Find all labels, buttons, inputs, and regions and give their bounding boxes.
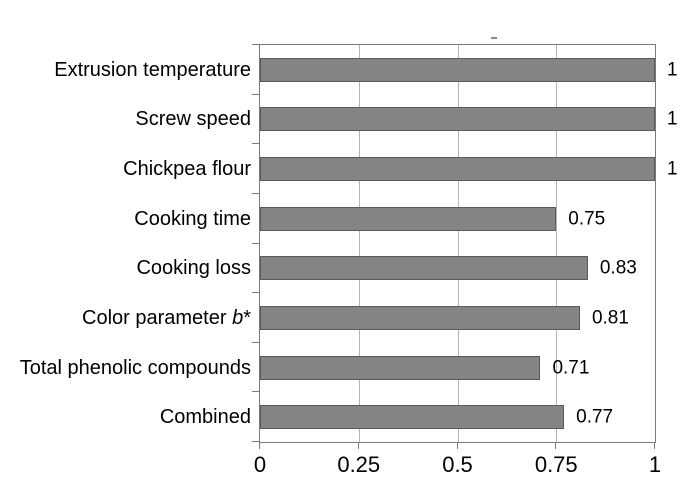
category-label-part: * (243, 306, 251, 329)
y-axis-tick (252, 391, 260, 393)
plot-area: Extrusion temperature 1 Screw speed 1 Chickp… (20, 44, 678, 476)
y-axis-tick (252, 242, 260, 244)
title-remnant-dash (491, 37, 497, 39)
vertical-gridline (457, 45, 459, 442)
bar-value-label: 0.75 (568, 208, 606, 230)
y-axis-tick (252, 44, 260, 45)
bar-row: Cooking loss 0.83 (136, 244, 655, 294)
category-label-part: Combined (159, 406, 251, 429)
x-axis-tick-label: 0 (253, 452, 267, 477)
bar-value-label: 0.81 (591, 307, 629, 329)
bar-row: Color parameter b* 0.81 (82, 293, 655, 343)
category-label-italic-part: b (232, 306, 244, 329)
bar-row: Cooking time 0.75 (134, 194, 655, 244)
category-label-part: Cooking loss (136, 257, 251, 280)
y-axis-tick (252, 93, 260, 95)
category-label-part: Extrusion temperature (54, 58, 251, 81)
category-label-part: Total phenolic compounds (19, 356, 251, 379)
bar (260, 305, 580, 330)
bar-value-label: 0.83 (599, 257, 637, 279)
y-axis-tick (252, 292, 260, 294)
y-axis-tick (252, 341, 260, 343)
bar-row: Total phenolic compounds 0.71 (20, 343, 655, 393)
category-label: Color parameter b* (82, 308, 251, 328)
x-axis-tick (555, 442, 557, 449)
y-axis-tick (252, 441, 260, 442)
x-axis-tick-label: 1 (648, 452, 662, 477)
bar-value-label: 1 (667, 108, 678, 130)
bar (260, 157, 655, 182)
category-label: Screw speed (135, 109, 251, 129)
category-label: Combined (160, 407, 251, 427)
y-axis-tick (252, 192, 260, 194)
bar (260, 206, 557, 231)
x-axis-tick-label: 0.25 (337, 452, 381, 477)
x-axis-tick (456, 442, 458, 449)
bar (260, 107, 655, 132)
bar (260, 355, 541, 380)
bar-value-label: 0.77 (576, 406, 614, 428)
x-axis-tick (357, 442, 359, 449)
x-axis-tick (654, 442, 655, 449)
category-label: Total phenolic compounds (20, 358, 251, 378)
bar-value-label: 1 (667, 158, 678, 180)
category-label: Cooking time (134, 209, 251, 229)
category-label: Chickpea flour (123, 159, 251, 179)
bar-row: Screw speed 1 (135, 95, 678, 145)
bar-row: Chickpea flour 1 (123, 144, 678, 194)
bar-value-label: 1 (667, 59, 678, 81)
bar (260, 256, 588, 281)
category-label-part: Screw speed (135, 108, 251, 131)
y-axis-tick (252, 143, 260, 145)
x-axis-tick-label: 0.75 (534, 452, 578, 477)
vertical-gridline (358, 45, 360, 442)
category-label: Cooking loss (136, 258, 251, 278)
bar (260, 405, 565, 430)
category-label-part: Chickpea flour (123, 158, 251, 181)
bar-value-label: 0.71 (552, 357, 590, 379)
x-axis-tick (259, 442, 260, 449)
bar-row: Extrusion temperature 1 (54, 45, 678, 95)
category-label-part: Color parameter (82, 306, 233, 329)
x-axis-tick-label: 0.5 (442, 452, 473, 477)
bar-row: Combined 0.77 (160, 392, 655, 442)
bar (260, 57, 655, 82)
category-label-part: Cooking time (134, 207, 251, 230)
vertical-gridline (556, 45, 558, 442)
category-label: Extrusion temperature (54, 60, 251, 80)
